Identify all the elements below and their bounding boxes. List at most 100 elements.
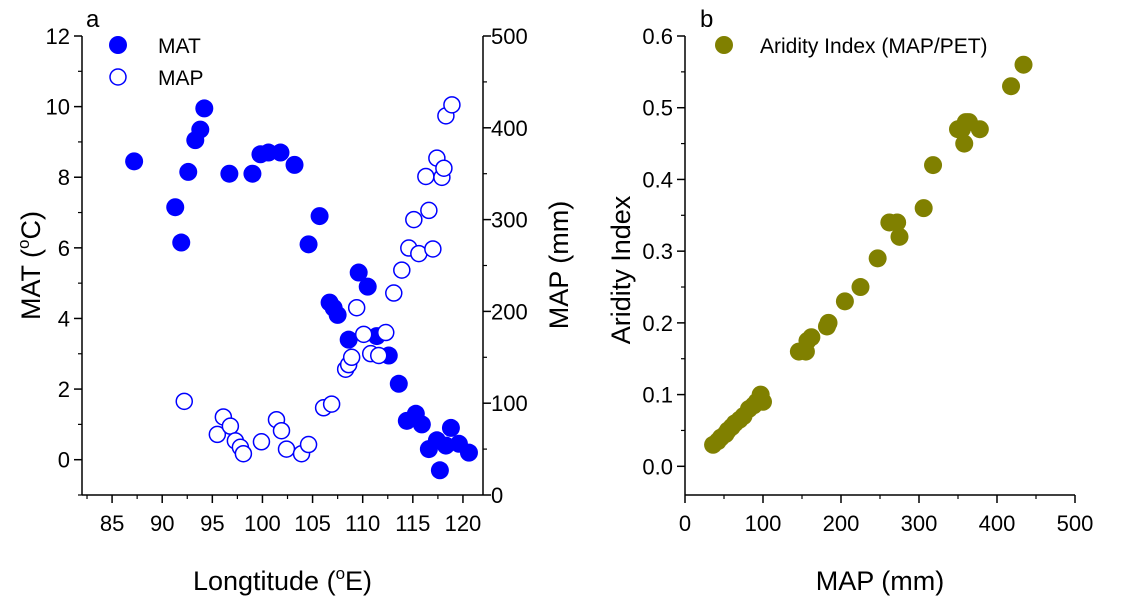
x-axis-title: Longtitude (oE) [193, 564, 372, 596]
b-y-tick-label: 0.2 [642, 311, 673, 336]
left-y-tick-label: 12 [46, 24, 70, 49]
panel-a-temperature-precipitation-chart: 85 90 95 100 105 110 115 1200246810120100200300… [14, 6, 574, 596]
legend-aridity-label: Aridity Index (MAP/PET) [760, 35, 988, 58]
mat-point [358, 277, 377, 296]
map-point [342, 348, 361, 367]
mat-point [195, 99, 214, 118]
panel-label-b: b [700, 6, 713, 33]
b-x-tick-label: 0 [679, 511, 691, 536]
map-point [393, 261, 411, 279]
legend-mat-label: MAT [158, 35, 201, 58]
aridity-point [924, 156, 943, 175]
x-tick-label: 100 [244, 511, 281, 536]
mat-point [412, 415, 431, 434]
aridity-point [802, 328, 821, 347]
legend-map-label: MAP [158, 67, 204, 90]
b-x-tick-label: 200 [823, 511, 860, 536]
mat-point [459, 443, 478, 462]
left-y-tick-label: 10 [46, 95, 70, 120]
legend-mat-marker [109, 36, 127, 54]
right-y-tick-label: 100 [491, 391, 528, 416]
mat-point [166, 198, 185, 217]
aridity-point [1002, 77, 1021, 96]
right-y-tick-label: 200 [491, 299, 528, 324]
map-point [299, 435, 318, 454]
b-y-axis-title: Aridity Index [606, 195, 636, 344]
right-y-tick-label: 300 [491, 208, 528, 233]
aridity-point [914, 199, 933, 218]
right-y-axis-title: MAP (mm) [544, 201, 574, 330]
aridity-point [970, 120, 989, 139]
map-point [208, 425, 227, 444]
map-point [405, 210, 423, 229]
b-y-tick-label: 0.1 [642, 383, 673, 408]
left-y-axis-title: MAT (oC) [14, 211, 46, 320]
map-point [234, 444, 253, 463]
right-y-tick-label: 500 [491, 24, 528, 49]
map-point [354, 325, 373, 344]
b-x-tick-label: 500 [1057, 511, 1094, 536]
mat-point [285, 155, 304, 174]
aridity-point [888, 213, 907, 232]
mat-point [328, 305, 347, 324]
aridity-point [1014, 55, 1033, 74]
left-y-tick-label: 0 [58, 448, 70, 473]
left-y-tick-label: 4 [58, 306, 70, 331]
b-x-tick-label: 100 [745, 511, 782, 536]
map-point [369, 346, 388, 365]
aridity-point [835, 292, 854, 311]
mat-point [243, 164, 262, 183]
b-y-tick-label: 0.4 [642, 167, 673, 192]
mat-point [389, 374, 408, 393]
right-y-tick-label: 400 [491, 116, 528, 141]
x-tick-label: 120 [445, 511, 482, 536]
mat-point [299, 235, 318, 254]
b-x-tick-label: 400 [979, 511, 1016, 536]
mat-point [310, 207, 329, 226]
x-tick-label: 110 [345, 511, 380, 536]
map-point [175, 392, 194, 411]
aridity-point [890, 227, 909, 246]
aridity-point [819, 313, 838, 332]
x-tick-label: 105 [294, 511, 331, 536]
legend-aridity-marker [715, 36, 733, 54]
x-tick-label: 90 [150, 511, 174, 536]
b-y-tick-label: 0.0 [642, 454, 673, 479]
b-x-tick-label: 300 [901, 511, 938, 536]
x-tick-label: 85 [100, 511, 124, 536]
left-y-tick-label: 8 [58, 165, 70, 190]
b-y-tick-label: 0.5 [642, 96, 673, 121]
b-x-axis-title: MAP (mm) [816, 566, 945, 596]
aridity-point [955, 134, 974, 153]
mat-point [220, 164, 239, 183]
map-point [322, 395, 341, 413]
map-point [221, 417, 240, 435]
x-tick-label: 95 [200, 511, 224, 536]
x-tick-label: 115 [395, 511, 430, 536]
map-point [435, 159, 453, 177]
aridity-point [851, 278, 870, 297]
map-point [272, 421, 291, 440]
right-y-tick-label: 0 [491, 483, 503, 508]
left-y-tick-label: 2 [58, 377, 70, 402]
mat-point [339, 330, 358, 349]
mat-point [179, 162, 198, 181]
map-point [417, 167, 435, 186]
map-point [385, 284, 403, 302]
aridity-point [868, 249, 887, 268]
map-point [277, 440, 296, 458]
aridity-point [754, 392, 772, 411]
mat-point [349, 263, 368, 282]
map-point [420, 201, 438, 220]
b-y-tick-label: 0.3 [642, 239, 673, 264]
mat-point [441, 418, 460, 437]
mat-point [125, 152, 144, 171]
panel-b-aridity-chart: 0 100 200 300 400 500 0.0 0.1 0.2 0.3 0.4 0.5 0.6 b Ar… [606, 6, 1093, 596]
map-point [347, 298, 366, 317]
mat-point [430, 461, 449, 480]
left-y-tick-label: 6 [58, 236, 70, 261]
map-point [377, 323, 395, 342]
mat-point [191, 120, 210, 139]
map-point [252, 433, 271, 451]
